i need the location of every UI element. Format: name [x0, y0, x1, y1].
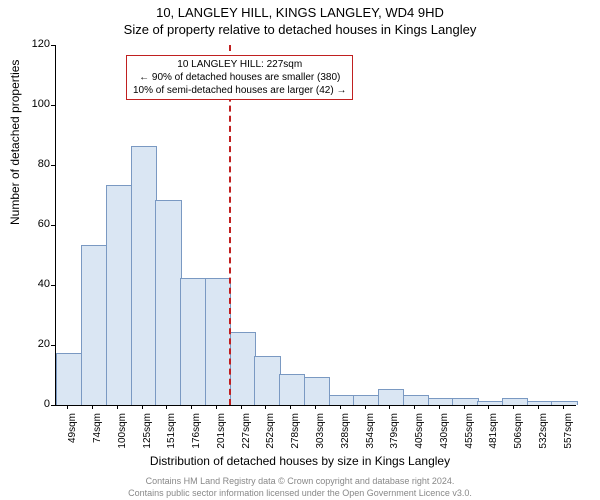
histogram-bar	[304, 377, 330, 405]
y-tick-label: 0	[20, 398, 50, 410]
x-tick-mark	[538, 405, 539, 409]
x-tick-label: 379sqm	[389, 413, 400, 453]
x-tick-label: 481sqm	[488, 413, 499, 453]
x-tick-mark	[439, 405, 440, 409]
x-tick-label: 405sqm	[414, 413, 425, 453]
x-tick-mark	[414, 405, 415, 409]
y-tick-mark	[51, 45, 55, 46]
y-tick-mark	[51, 225, 55, 226]
x-tick-mark	[513, 405, 514, 409]
x-tick-mark	[117, 405, 118, 409]
histogram-bar	[106, 185, 132, 405]
x-tick-mark	[488, 405, 489, 409]
histogram-bar	[180, 278, 206, 405]
y-tick-label: 120	[20, 38, 50, 50]
y-tick-mark	[51, 165, 55, 166]
x-axis-label: Distribution of detached houses by size …	[0, 454, 600, 468]
histogram-bar	[230, 332, 256, 405]
annotation-box: 10 LANGLEY HILL: 227sqm← 90% of detached…	[126, 55, 353, 100]
y-tick-label: 100	[20, 98, 50, 110]
x-tick-mark	[365, 405, 366, 409]
property-size-chart: 10, LANGLEY HILL, KINGS LANGLEY, WD4 9HD…	[0, 0, 600, 500]
x-tick-label: 151sqm	[166, 413, 177, 453]
x-tick-mark	[315, 405, 316, 409]
y-axis-label: Number of detached properties	[8, 60, 22, 225]
x-tick-mark	[67, 405, 68, 409]
x-tick-mark	[563, 405, 564, 409]
x-tick-mark	[340, 405, 341, 409]
x-tick-label: 125sqm	[142, 413, 153, 453]
annotation-line3: 10% of semi-detached houses are larger (…	[133, 84, 346, 97]
x-tick-mark	[241, 405, 242, 409]
x-tick-label: 100sqm	[117, 413, 128, 453]
y-tick-mark	[51, 285, 55, 286]
x-tick-label: 455sqm	[464, 413, 475, 453]
chart-title-subtitle: Size of property relative to detached ho…	[0, 22, 600, 37]
histogram-bar	[329, 395, 355, 405]
histogram-bar	[452, 398, 478, 405]
x-tick-label: 430sqm	[439, 413, 450, 453]
x-tick-label: 278sqm	[290, 413, 301, 453]
histogram-bar	[477, 401, 503, 405]
x-tick-mark	[265, 405, 266, 409]
plot-area: 10 LANGLEY HILL: 227sqm← 90% of detached…	[55, 45, 576, 406]
histogram-bar	[428, 398, 454, 405]
y-tick-mark	[51, 405, 55, 406]
y-tick-label: 20	[20, 338, 50, 350]
attribution-line1: Contains HM Land Registry data © Crown c…	[0, 476, 600, 486]
annotation-line1: 10 LANGLEY HILL: 227sqm	[133, 58, 346, 71]
histogram-bar	[81, 245, 107, 405]
x-tick-label: 506sqm	[513, 413, 524, 453]
x-tick-label: 252sqm	[265, 413, 276, 453]
histogram-bar	[155, 200, 181, 405]
histogram-bar	[502, 398, 528, 405]
chart-title-address: 10, LANGLEY HILL, KINGS LANGLEY, WD4 9HD	[0, 5, 600, 20]
histogram-bar	[353, 395, 379, 405]
y-tick-mark	[51, 345, 55, 346]
x-tick-mark	[191, 405, 192, 409]
histogram-bar	[205, 278, 231, 405]
histogram-bar	[254, 356, 280, 405]
histogram-bar	[551, 401, 577, 405]
y-tick-mark	[51, 105, 55, 106]
x-tick-mark	[290, 405, 291, 409]
x-tick-mark	[216, 405, 217, 409]
x-tick-label: 176sqm	[191, 413, 202, 453]
histogram-bar	[131, 146, 157, 405]
x-tick-mark	[464, 405, 465, 409]
attribution-line2: Contains public sector information licen…	[0, 488, 600, 498]
histogram-bar	[378, 389, 404, 405]
histogram-bar	[279, 374, 305, 405]
x-tick-mark	[389, 405, 390, 409]
histogram-bar	[56, 353, 82, 405]
x-tick-label: 303sqm	[315, 413, 326, 453]
histogram-bar	[403, 395, 429, 405]
x-tick-label: 201sqm	[216, 413, 227, 453]
x-tick-label: 354sqm	[365, 413, 376, 453]
x-tick-mark	[142, 405, 143, 409]
x-tick-label: 557sqm	[563, 413, 574, 453]
y-tick-label: 60	[20, 218, 50, 230]
annotation-line2: ← 90% of detached houses are smaller (38…	[133, 71, 346, 84]
x-tick-label: 74sqm	[92, 413, 103, 453]
x-tick-label: 532sqm	[538, 413, 549, 453]
x-tick-mark	[92, 405, 93, 409]
x-tick-mark	[166, 405, 167, 409]
x-tick-label: 328sqm	[340, 413, 351, 453]
histogram-bar	[527, 401, 553, 405]
y-tick-label: 40	[20, 278, 50, 290]
x-tick-label: 49sqm	[67, 413, 78, 453]
y-tick-label: 80	[20, 158, 50, 170]
x-tick-label: 227sqm	[241, 413, 252, 453]
